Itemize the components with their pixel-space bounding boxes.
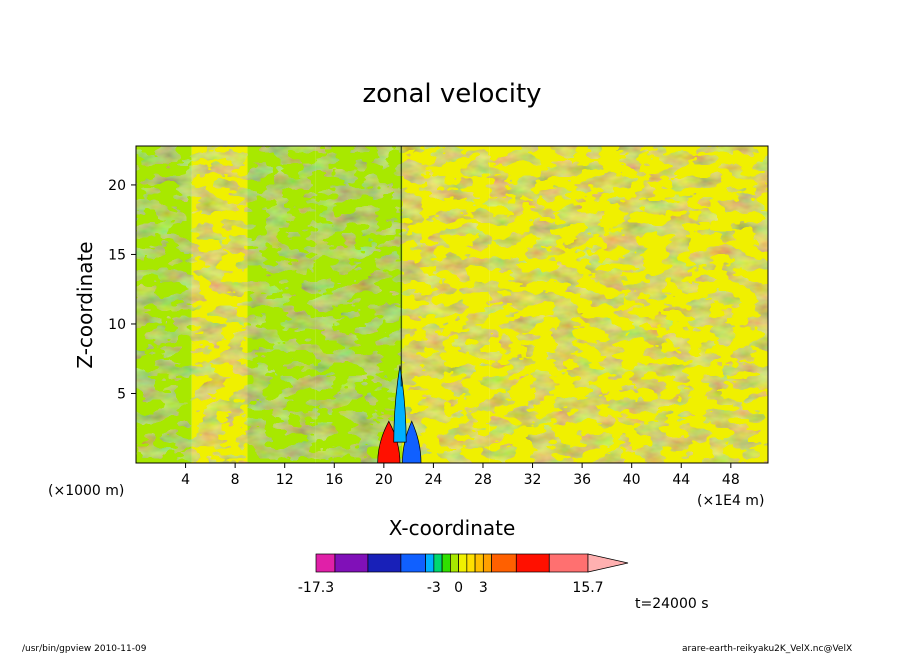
plot-frame bbox=[135, 145, 769, 464]
x-tick-label-2: 12 bbox=[276, 472, 294, 488]
x-tick-label-1: 8 bbox=[231, 472, 240, 488]
x-unit-left: (×1000 m) bbox=[48, 483, 124, 499]
x-axis-label: X-coordinate bbox=[389, 516, 516, 540]
colorbar-segment-8 bbox=[458, 553, 468, 573]
x-tick-label-3: 16 bbox=[325, 472, 343, 488]
x-tick-label-10: 44 bbox=[672, 472, 690, 488]
colorbar-segment-3 bbox=[400, 553, 426, 573]
time-label: t=24000 s bbox=[635, 596, 709, 612]
plot-field bbox=[136, 146, 768, 463]
x-tick-label-8: 36 bbox=[573, 472, 591, 488]
colorbar-segment-13 bbox=[515, 553, 550, 573]
colorbar-segment-2 bbox=[367, 553, 402, 573]
footer-left: /usr/bin/gpview 2010-11-09 bbox=[22, 644, 147, 654]
colorbar-segment-14 bbox=[548, 553, 589, 573]
colorbar-segment-0 bbox=[315, 553, 336, 573]
colorbar-tick-label-4: 15.7 bbox=[572, 580, 603, 596]
colorbar-tick-label-2: 0 bbox=[454, 580, 463, 596]
colorbar-tick-label-3: 3 bbox=[479, 580, 488, 596]
colorbar-segment-6 bbox=[441, 553, 451, 573]
colorbar-segment-1 bbox=[334, 553, 369, 573]
turbulent-pattern bbox=[136, 146, 768, 463]
y-tick-label-2: 15 bbox=[108, 247, 126, 263]
colorbar-segment-11 bbox=[482, 553, 492, 573]
x-tick-label-4: 20 bbox=[375, 472, 393, 488]
chart-title: zonal velocity bbox=[362, 79, 541, 109]
x-tick-label-7: 32 bbox=[524, 472, 542, 488]
y-tick-label-3: 20 bbox=[108, 178, 126, 194]
colorbar-segment-4 bbox=[425, 553, 435, 573]
colorbar-segment-7 bbox=[450, 553, 459, 573]
colorbar-tick-label-1: -3 bbox=[427, 580, 441, 596]
colorbar-segment-10 bbox=[474, 553, 484, 573]
colorbar-extension bbox=[587, 553, 629, 573]
jet-lobe-2 bbox=[393, 365, 407, 443]
jet-lobe-1 bbox=[402, 420, 422, 463]
colorbar-tick-label-0: -17.3 bbox=[298, 580, 334, 596]
x-tick-label-6: 28 bbox=[474, 472, 492, 488]
colorbar-segment-9 bbox=[466, 553, 476, 573]
y-axis-label: Z-coordinate bbox=[73, 241, 97, 368]
x-tick-label-5: 24 bbox=[424, 472, 442, 488]
x-tick-label-0: 4 bbox=[181, 472, 190, 488]
colorbar bbox=[315, 553, 629, 573]
x-unit-right: (×1E4 m) bbox=[697, 493, 764, 509]
y-tick-label-1: 10 bbox=[108, 317, 126, 333]
x-tick-label-11: 48 bbox=[722, 472, 740, 488]
colorbar-segment-12 bbox=[491, 553, 517, 573]
y-tick-label-0: 5 bbox=[117, 386, 126, 402]
colorbar-segment-5 bbox=[433, 553, 443, 573]
jet-lobe-0 bbox=[377, 420, 401, 463]
x-tick-label-9: 40 bbox=[623, 472, 641, 488]
footer-right: arare-earth-reikyaku2K_VelX.nc@VelX bbox=[682, 644, 852, 654]
